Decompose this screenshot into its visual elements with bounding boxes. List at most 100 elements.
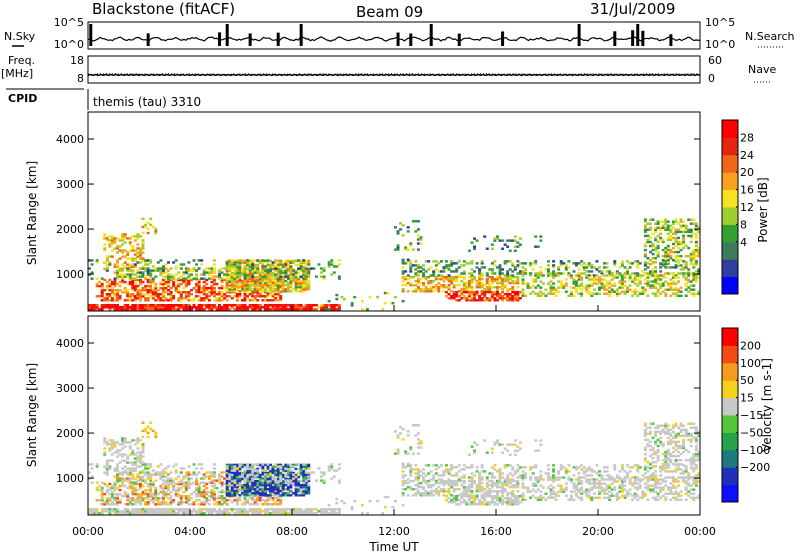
power-cell bbox=[123, 235, 127, 238]
velocity-cell bbox=[100, 492, 104, 496]
velocity-cell bbox=[131, 486, 135, 490]
power-cell bbox=[263, 304, 267, 307]
power-cell bbox=[128, 282, 132, 286]
velocity-cell bbox=[302, 483, 306, 487]
power-cell bbox=[304, 304, 308, 307]
power-cell bbox=[689, 280, 693, 283]
noise-spike bbox=[577, 24, 581, 46]
velocity-cell bbox=[105, 503, 109, 506]
power-cell bbox=[241, 261, 244, 265]
colorbar-tick-label: 16 bbox=[740, 184, 754, 197]
power-cell bbox=[289, 283, 293, 287]
power-cell bbox=[419, 281, 423, 285]
power-cell bbox=[664, 220, 668, 223]
velocity-cell bbox=[307, 490, 311, 493]
power-cell bbox=[113, 299, 117, 302]
power-cell bbox=[156, 306, 160, 309]
power-cell bbox=[246, 277, 250, 281]
power-cell bbox=[618, 292, 622, 295]
velocity-cell bbox=[496, 492, 499, 495]
velocity-cell bbox=[238, 499, 242, 502]
power-cell bbox=[414, 264, 418, 267]
velocity-cell bbox=[511, 494, 515, 498]
velocity-cell bbox=[182, 510, 186, 513]
power-cell bbox=[110, 282, 114, 286]
power-cell bbox=[694, 228, 698, 232]
power-cell bbox=[233, 308, 237, 311]
power-cell bbox=[615, 294, 619, 297]
velocity-cell bbox=[498, 479, 502, 483]
power-cell bbox=[258, 279, 262, 283]
velocity-cell bbox=[429, 494, 433, 497]
power-cell bbox=[549, 290, 553, 293]
velocity-cell bbox=[154, 435, 158, 439]
velocity-cell bbox=[340, 499, 344, 503]
power-cell bbox=[536, 245, 540, 248]
power-cell bbox=[174, 308, 178, 311]
velocity-cell bbox=[467, 490, 471, 493]
power-cell bbox=[161, 267, 165, 270]
power-cell bbox=[475, 281, 479, 285]
power-cell bbox=[646, 266, 650, 269]
velocity-cell bbox=[108, 488, 112, 492]
power-cell bbox=[613, 282, 617, 285]
power-cell bbox=[235, 269, 239, 273]
velocity-cell bbox=[108, 503, 112, 506]
power-cell bbox=[674, 250, 678, 254]
velocity-cell bbox=[195, 477, 199, 480]
power-cell bbox=[689, 292, 693, 295]
velocity-cell bbox=[169, 479, 173, 482]
power-cell bbox=[498, 266, 502, 269]
velocity-cell bbox=[404, 481, 408, 485]
velocity-cell bbox=[284, 510, 288, 513]
velocity-cell bbox=[516, 479, 520, 483]
power-cell bbox=[620, 284, 624, 287]
velocity-cell bbox=[332, 475, 336, 478]
velocity-cell bbox=[279, 486, 283, 490]
power-cell bbox=[478, 286, 482, 289]
power-cell bbox=[133, 265, 137, 268]
power-cell bbox=[304, 308, 308, 311]
velocity-cell bbox=[460, 492, 464, 495]
power-cell bbox=[682, 238, 686, 242]
power-cell bbox=[654, 272, 658, 275]
noise-spike bbox=[613, 31, 617, 46]
power-cell bbox=[241, 259, 244, 263]
power-cell bbox=[493, 286, 497, 289]
velocity-cell bbox=[220, 488, 224, 492]
velocity-cell bbox=[243, 477, 247, 480]
velocity-cell bbox=[146, 484, 150, 488]
velocity-cell bbox=[516, 483, 520, 487]
power-cell bbox=[289, 279, 293, 283]
power-cell bbox=[506, 274, 510, 277]
power-cell bbox=[684, 294, 688, 297]
power-cell bbox=[274, 259, 278, 262]
power-cell bbox=[177, 282, 181, 286]
velocity-cell bbox=[128, 471, 132, 474]
velocity-cell bbox=[141, 479, 145, 482]
velocity-cell bbox=[108, 467, 112, 470]
velocity-cell bbox=[511, 485, 515, 489]
power-cell bbox=[88, 259, 91, 262]
velocity-cell bbox=[261, 465, 265, 469]
power-cell bbox=[246, 290, 250, 293]
velocity-cell bbox=[488, 479, 492, 483]
power-cell bbox=[161, 306, 165, 309]
noise-spike bbox=[669, 34, 673, 46]
velocity-cell bbox=[332, 510, 336, 513]
velocity-cell bbox=[95, 499, 99, 502]
power-cell bbox=[590, 264, 594, 267]
velocity-cell bbox=[246, 490, 250, 493]
velocity-cell bbox=[174, 494, 178, 498]
velocity-cell bbox=[241, 492, 244, 495]
velocity-cell bbox=[116, 479, 119, 482]
power-cell bbox=[396, 246, 400, 249]
power-cell bbox=[585, 270, 589, 273]
power-cell bbox=[620, 260, 624, 263]
power-cell bbox=[205, 286, 209, 290]
power-cell bbox=[666, 261, 670, 264]
power-cell bbox=[292, 279, 295, 283]
power-cell bbox=[144, 267, 148, 270]
power-cell bbox=[230, 306, 234, 309]
velocity-cell bbox=[322, 508, 326, 511]
